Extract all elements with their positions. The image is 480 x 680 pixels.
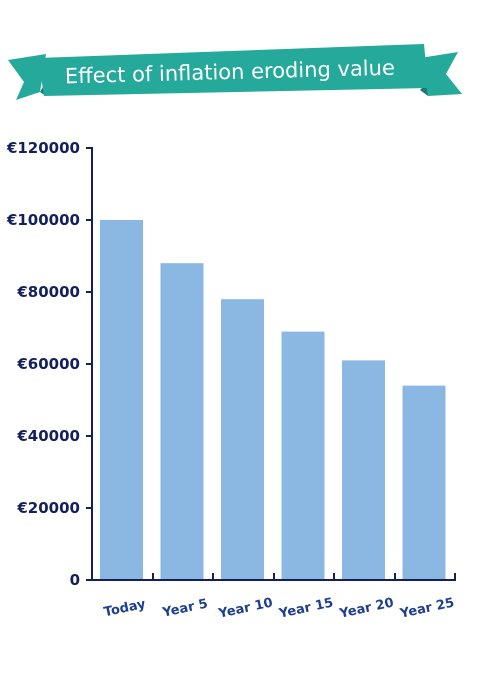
banner-left-tail (8, 54, 46, 100)
bar (342, 360, 385, 580)
y-tick-label: €40000 (16, 427, 80, 445)
bar (281, 331, 325, 580)
bar (221, 299, 264, 580)
axes: 0€20000€40000€60000€80000€100000€120000 … (6, 139, 456, 622)
bar (160, 263, 204, 580)
y-tick-label: €20000 (16, 499, 80, 517)
y-axis: 0 €20000 €40000 €60000 €80000 €100000 €120000 (6, 139, 93, 589)
x-tick-label: Year 10 (216, 596, 274, 622)
y-tick-label: 0 (70, 571, 80, 589)
x-tick-label: Year 20 (337, 596, 395, 622)
y-tick-label: €100000 (6, 211, 80, 229)
bar (402, 385, 446, 580)
y-tick-label: €60000 (16, 355, 80, 373)
x-tick-label: Year 5 (160, 596, 209, 620)
title-banner: Effect of inflation eroding value (8, 44, 462, 100)
x-tick-label: Year 25 (398, 596, 456, 622)
x-tick-label: Today (103, 597, 148, 621)
y-tick-label: €80000 (16, 283, 80, 301)
x-tick-label: Year 15 (277, 596, 335, 622)
x-axis: Today Year 5 Year 10 Year 15 Year 20 Year 25 (91, 573, 456, 622)
bars (100, 220, 446, 580)
banner-band (38, 44, 428, 96)
bar (100, 220, 143, 580)
banner-right-tail (420, 52, 462, 96)
y-tick-label: €120000 (6, 139, 80, 157)
